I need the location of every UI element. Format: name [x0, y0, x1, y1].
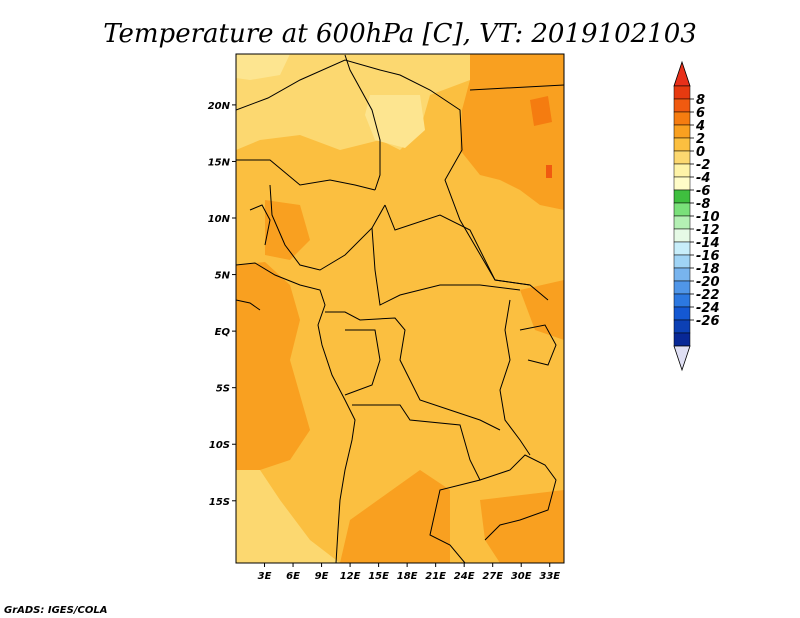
colorbar-label: -18 — [696, 262, 720, 277]
colorbar-label: -14 — [696, 236, 720, 251]
y-tick-label: 5N — [215, 271, 231, 282]
colorbar-segment — [673, 228, 691, 243]
x-tick-label: 21E — [425, 571, 446, 582]
colorbar-segment — [673, 215, 691, 230]
colorbar-segment — [673, 319, 691, 334]
colorbar-label: 4 — [695, 119, 705, 134]
y-tick-label: 20N — [208, 101, 231, 112]
colorbar-label: -2 — [696, 158, 710, 173]
colorbar-label: -6 — [696, 184, 710, 199]
country-borders — [236, 54, 564, 563]
colorbar-segment — [673, 176, 691, 191]
colorbar-label: 0 — [696, 145, 705, 160]
colorbar-label: 2 — [696, 132, 705, 147]
x-tick-label: 9E — [315, 571, 329, 582]
colorbar-label: -12 — [696, 223, 720, 238]
x-tick-label: 15E — [368, 571, 389, 582]
colorbar-segment — [673, 332, 691, 347]
x-tick-label: 27E — [482, 571, 503, 582]
colorbar-label: -16 — [696, 249, 720, 264]
y-tick-label: 15N — [208, 157, 231, 168]
colorbar-segment — [673, 85, 691, 100]
colorbar-top-arrow — [673, 60, 691, 87]
colorbar-segment — [673, 306, 691, 321]
x-axis-ticks: 3E 6E 9E 12E 15E 18E 21E 24E 27E 30E 33E — [258, 563, 560, 582]
colorbar-segment — [673, 163, 691, 178]
colorbar-label: 8 — [696, 93, 705, 108]
colorbar-segment — [673, 241, 691, 256]
colorbar-label: 6 — [696, 106, 705, 121]
y-tick-label: 5S — [216, 384, 230, 395]
y-tick-label: 10N — [208, 214, 231, 225]
colorbar-segment — [673, 189, 691, 204]
colorbar-label: -22 — [696, 288, 720, 303]
x-tick-label: 18E — [397, 571, 418, 582]
colorbar-segment — [673, 124, 691, 139]
x-tick-label: 33E — [539, 571, 560, 582]
credit-label: GrADS: IGES/COLA — [4, 605, 107, 616]
colorbar-segment — [673, 111, 691, 126]
colorbar-label: -20 — [696, 275, 720, 290]
colorbar-bottom-arrow — [673, 345, 691, 372]
colorbar-segment — [673, 267, 691, 282]
temperature-field — [236, 54, 564, 563]
y-tick-label: EQ — [215, 327, 231, 338]
x-tick-label: 24E — [454, 571, 475, 582]
y-axis-ticks: 20N 15N 10N 5N EQ 5S 10S 15S — [208, 101, 236, 508]
x-tick-label: 3E — [258, 571, 272, 582]
y-tick-label: 15S — [209, 497, 230, 508]
colorbar-segment — [673, 150, 691, 165]
colorbar-label: -8 — [696, 197, 710, 212]
x-tick-label: 30E — [511, 571, 532, 582]
colorbar-label: -10 — [696, 210, 720, 225]
colorbar-segment — [673, 293, 691, 308]
colorbar-segment — [673, 98, 691, 113]
colorbar-segment — [673, 202, 691, 217]
colorbar-label: -24 — [696, 301, 720, 316]
x-tick-label: 6E — [286, 571, 300, 582]
colorbar-label: -4 — [696, 171, 710, 186]
colorbar-label: -26 — [696, 314, 720, 329]
x-tick-label: 12E — [340, 571, 361, 582]
y-tick-label: 10S — [209, 440, 230, 451]
colorbar-segment — [673, 137, 691, 152]
chart-title: Temperature at 600hPa [C], VT: 201910210… — [103, 19, 697, 49]
map-frame — [235, 53, 565, 564]
colorbar-segment — [673, 280, 691, 295]
colorbar-segment — [673, 254, 691, 269]
